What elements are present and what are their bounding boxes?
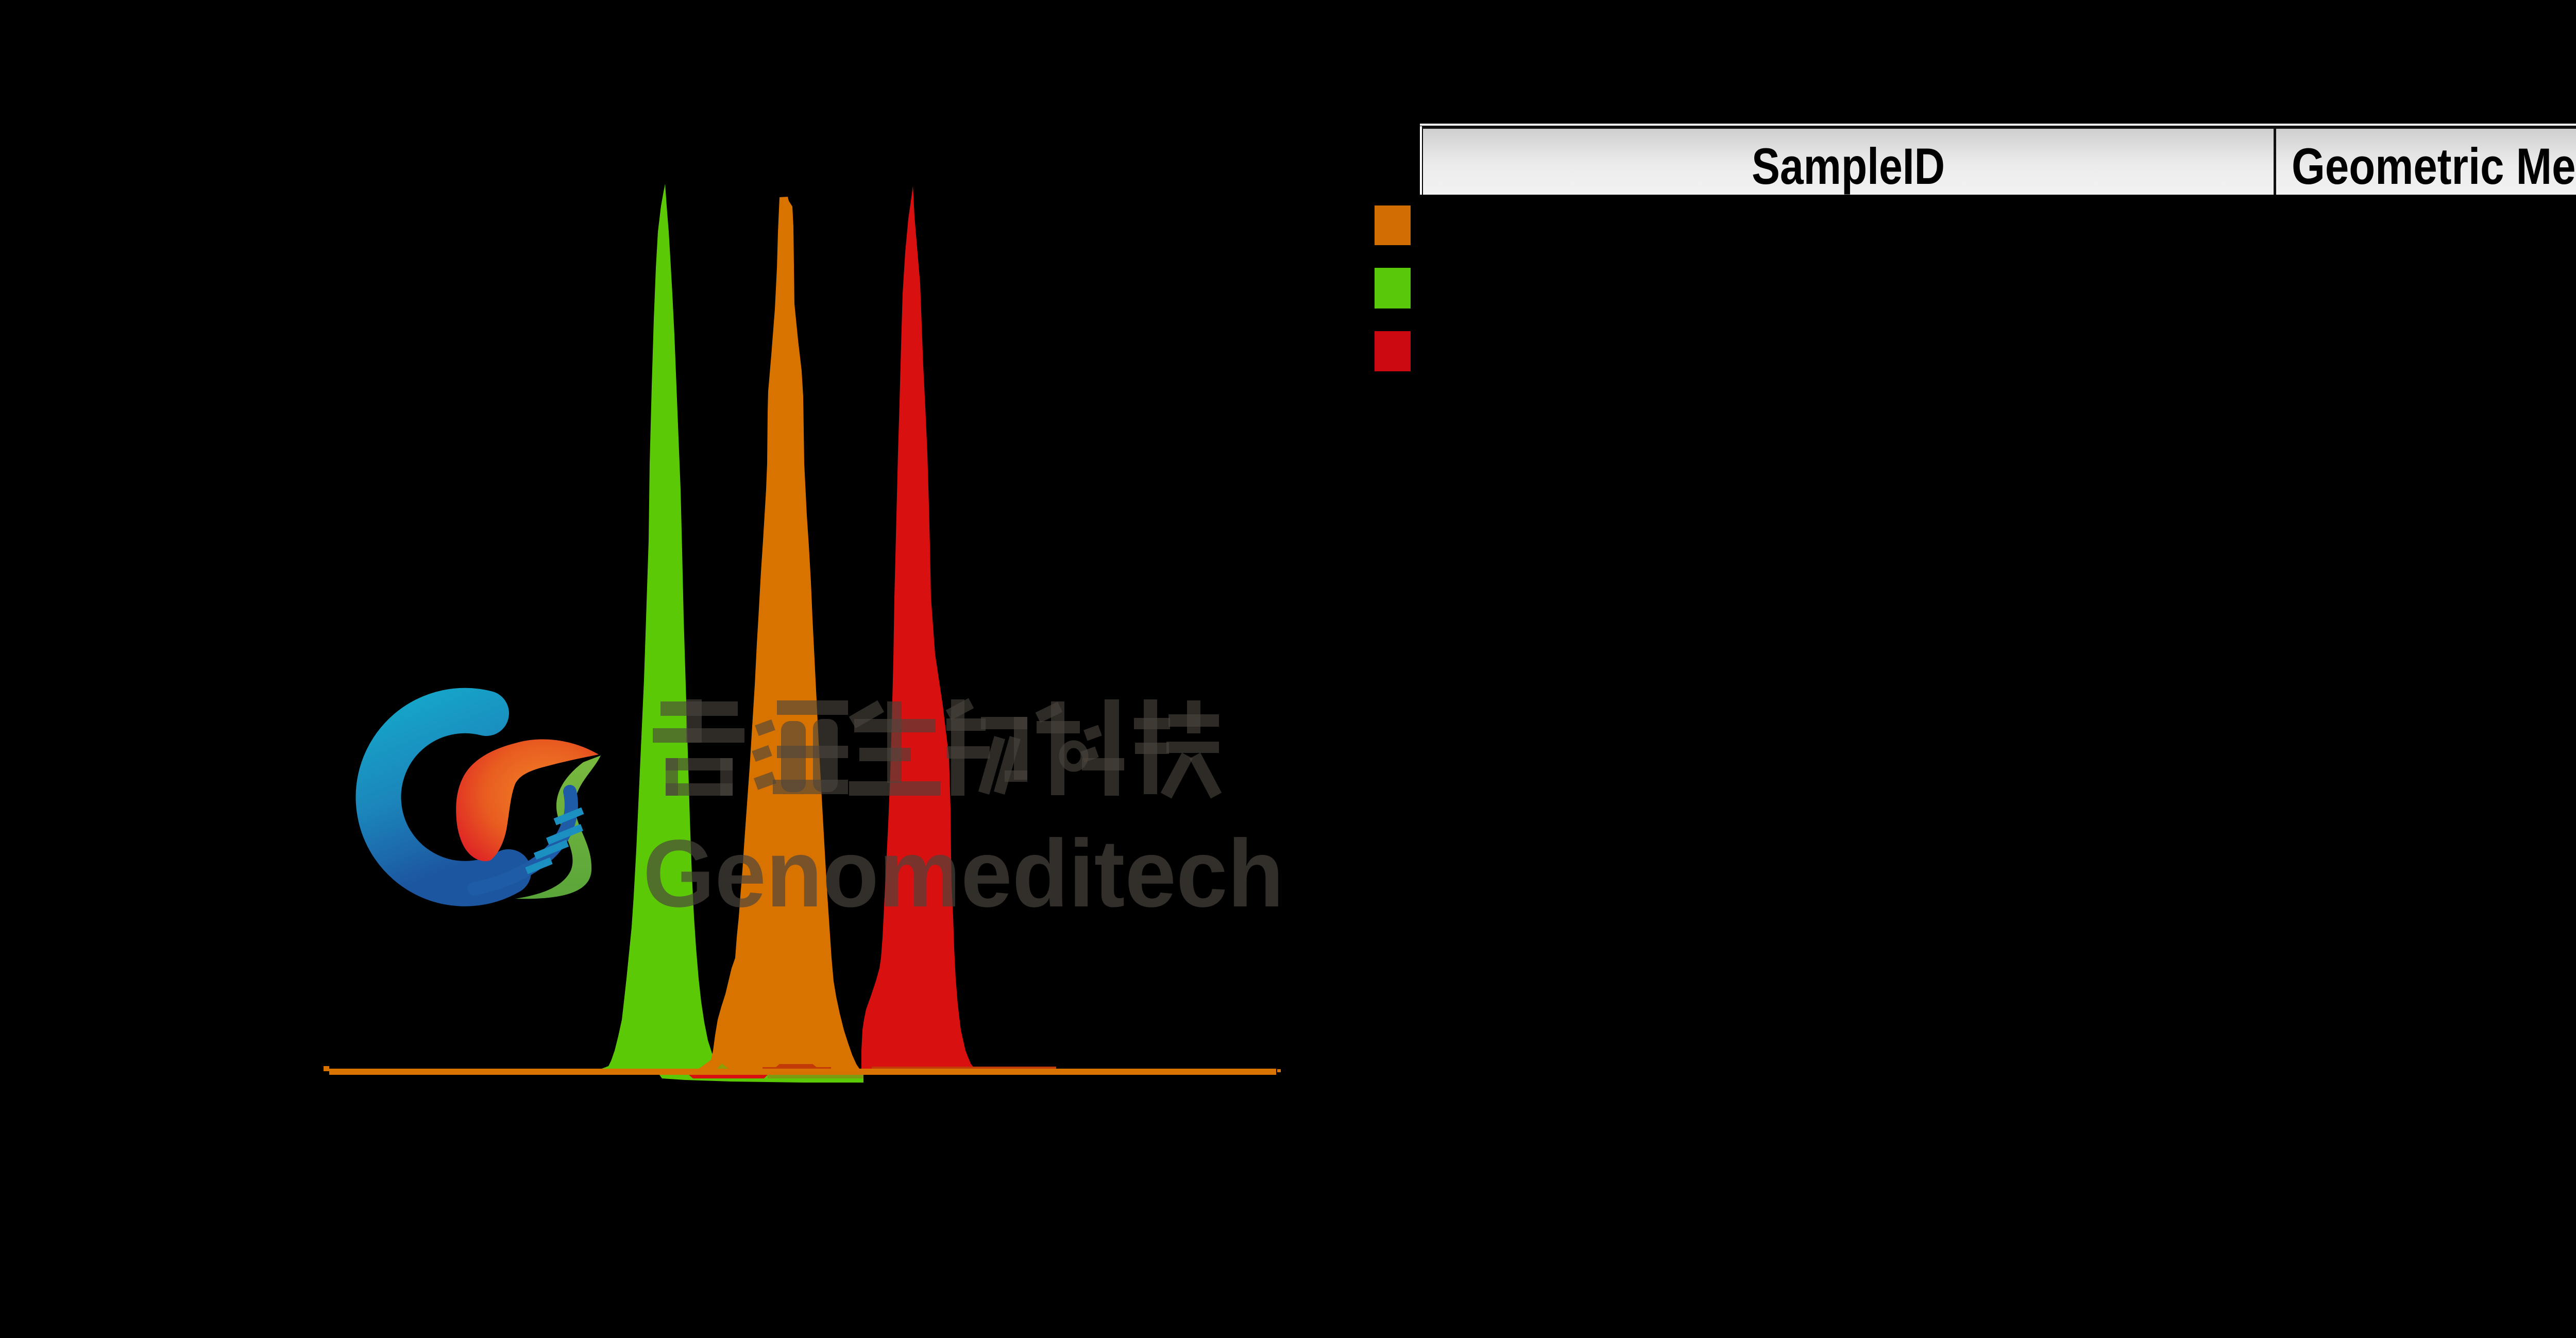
svg-text:Geometric Mean : FL11-H: Geometric Mean : FL11-H bbox=[2292, 138, 2576, 195]
svg-text:Genomeditech: Genomeditech bbox=[643, 820, 1284, 927]
svg-text:SampleID: SampleID bbox=[1752, 138, 1945, 195]
